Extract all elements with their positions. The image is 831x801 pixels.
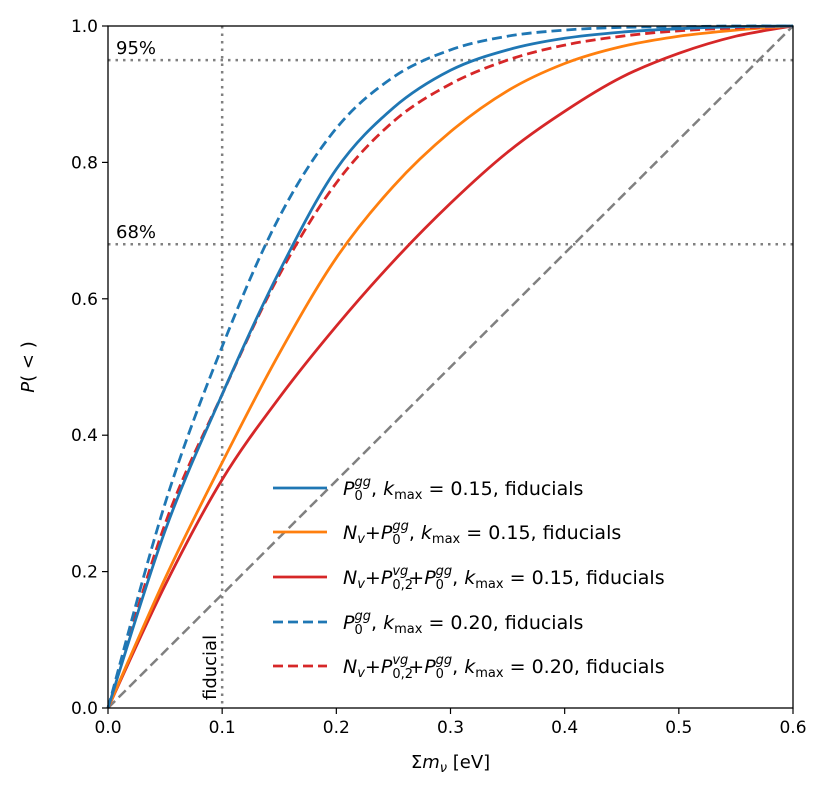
y-tick-label: 0.6: [71, 290, 98, 310]
reference-lines: [107, 25, 794, 709]
series-lines: [106, 24, 794, 709]
legend-label-3: Nv+P0,2vg+P0gg, kmax = 0.15, fiducials: [343, 564, 665, 593]
y-tick-label: 0.2: [71, 563, 98, 583]
x-tick-label: 0.1: [209, 718, 236, 738]
y-tick-label: 0.4: [71, 426, 98, 446]
series-line-5: [106, 24, 794, 709]
y-tick-label: 0.0: [71, 699, 98, 719]
series-line-1: [106, 24, 794, 709]
legend-label-4: P0gg, kmax = 0.20, fiducials: [343, 609, 583, 638]
x-tick-label: 0.6: [779, 718, 806, 738]
x-tick-label: 0.3: [437, 718, 464, 738]
legend-label-5: Nv+P0,2vg+P0gg, kmax = 0.20, fiducials: [343, 653, 665, 682]
legend-label-1: P0gg, kmax = 0.15, fiducials: [343, 475, 583, 504]
x-axis-label: Σmν [eV]: [411, 752, 490, 776]
x-tick-label: 0.5: [665, 718, 692, 738]
series-line-4: [106, 24, 794, 709]
y-tick-label: 1.0: [71, 17, 98, 37]
y-axis-label: P( < ): [18, 341, 39, 392]
series-line-3: [106, 24, 794, 709]
x-tick-label: 0.2: [323, 718, 350, 738]
annotation-95: 95%: [116, 38, 156, 59]
annotation-68: 68%: [116, 222, 156, 243]
axis-ticks: 0.0 0.1 0.2 0.3 0.4 0.5 0.6 0.0 0.2 0.4 0.6 0.8 1.0: [71, 17, 807, 738]
series-line-2: [106, 24, 794, 709]
x-tick-label: 0.4: [551, 718, 578, 738]
legend: P0gg, kmax = 0.15, fiducials Nv+P0gg, kma…: [273, 475, 665, 682]
annotation-fiducial: fiducial: [200, 635, 221, 700]
legend-label-2: Nv+P0gg, kmax = 0.15, fiducials: [343, 519, 621, 548]
y-tick-label: 0.8: [71, 153, 98, 173]
ref-line-diagonal: [107, 25, 794, 709]
x-tick-label: 0.0: [94, 718, 121, 738]
